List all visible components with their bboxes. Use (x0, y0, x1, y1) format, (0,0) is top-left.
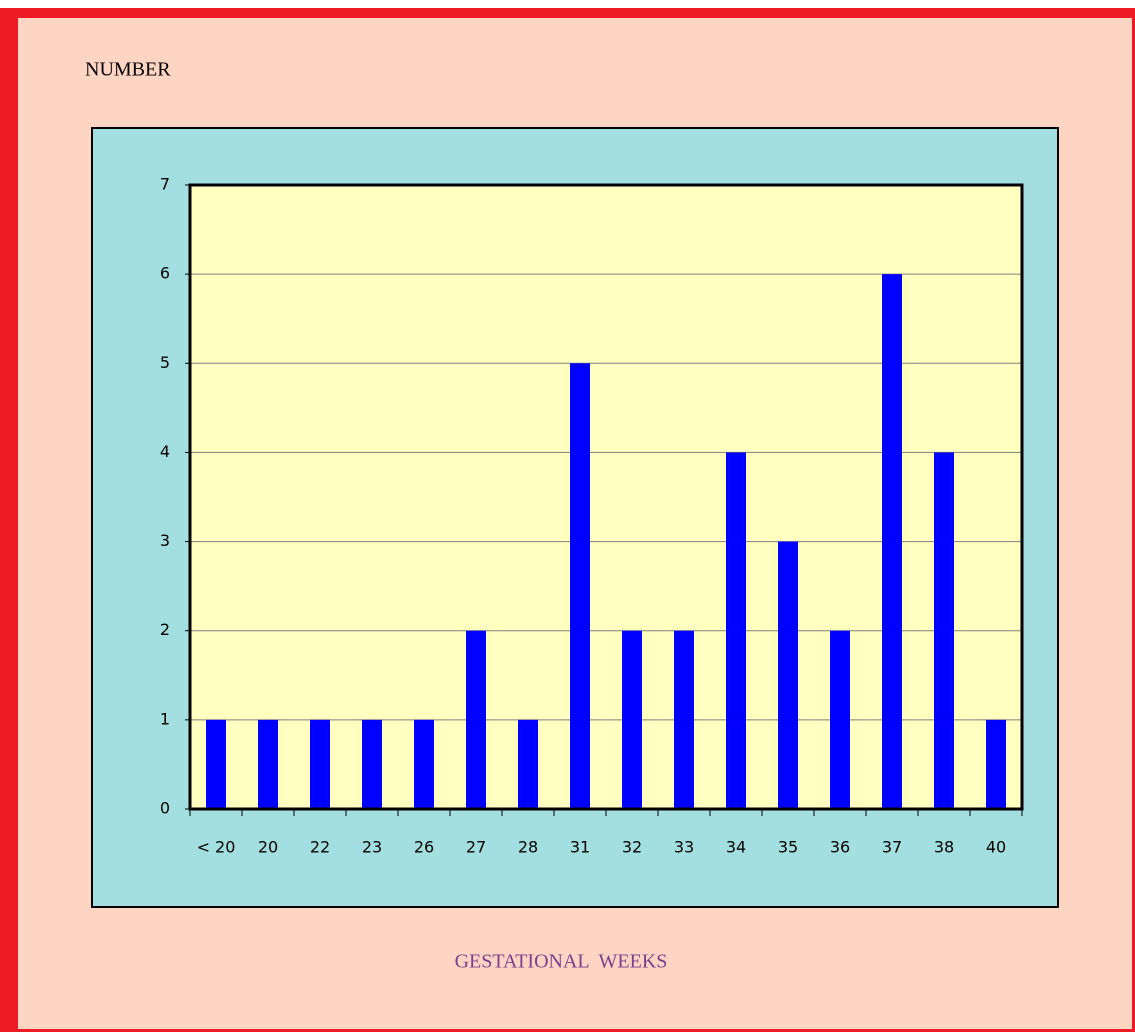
y-tick-label: 2 (160, 620, 170, 639)
y-axis-label: NUMBER (85, 59, 171, 81)
bar (830, 630, 850, 809)
bar (258, 719, 278, 809)
x-tick-label: 38 (934, 838, 954, 857)
y-tick-label: 7 (160, 175, 170, 194)
y-tick-label: 1 (160, 709, 170, 728)
y-tick-label: 3 (160, 531, 170, 550)
x-tick-label: 22 (310, 838, 330, 857)
x-tick-label: 27 (466, 838, 486, 857)
x-tick-label: 28 (518, 838, 538, 857)
x-tick-label: 26 (414, 838, 434, 857)
x-tick-label: 32 (622, 838, 642, 857)
x-tick-label: 20 (258, 838, 278, 857)
x-axis-label: GESTATIONAL WEEKS (455, 951, 668, 973)
x-tick-label: 34 (726, 838, 746, 857)
x-tick-label: 36 (830, 838, 850, 857)
bar (518, 719, 538, 809)
bar (362, 719, 382, 809)
x-tick-label: 37 (882, 838, 902, 857)
bar (206, 719, 226, 809)
bar (674, 630, 694, 809)
bar (414, 719, 434, 809)
bar (466, 630, 486, 809)
x-tick-label: < 20 (197, 838, 236, 857)
x-tick-label: 31 (570, 838, 590, 857)
bar (726, 452, 746, 809)
y-tick-label: 5 (160, 353, 170, 372)
x-tick-label: 40 (986, 838, 1006, 857)
bar (310, 719, 330, 809)
bar (882, 274, 902, 810)
bar (986, 719, 1006, 809)
bar (622, 630, 642, 809)
x-tick-label: 33 (674, 838, 694, 857)
bar (934, 452, 954, 809)
bar (778, 541, 798, 809)
y-tick-label: 0 (160, 799, 170, 818)
bar (570, 363, 590, 809)
plot-border (188, 183, 1024, 811)
y-tick-label: 6 (160, 264, 170, 283)
y-tick-label: 4 (160, 442, 170, 461)
x-tick-label: 23 (362, 838, 382, 857)
x-tick-label: 35 (778, 838, 798, 857)
